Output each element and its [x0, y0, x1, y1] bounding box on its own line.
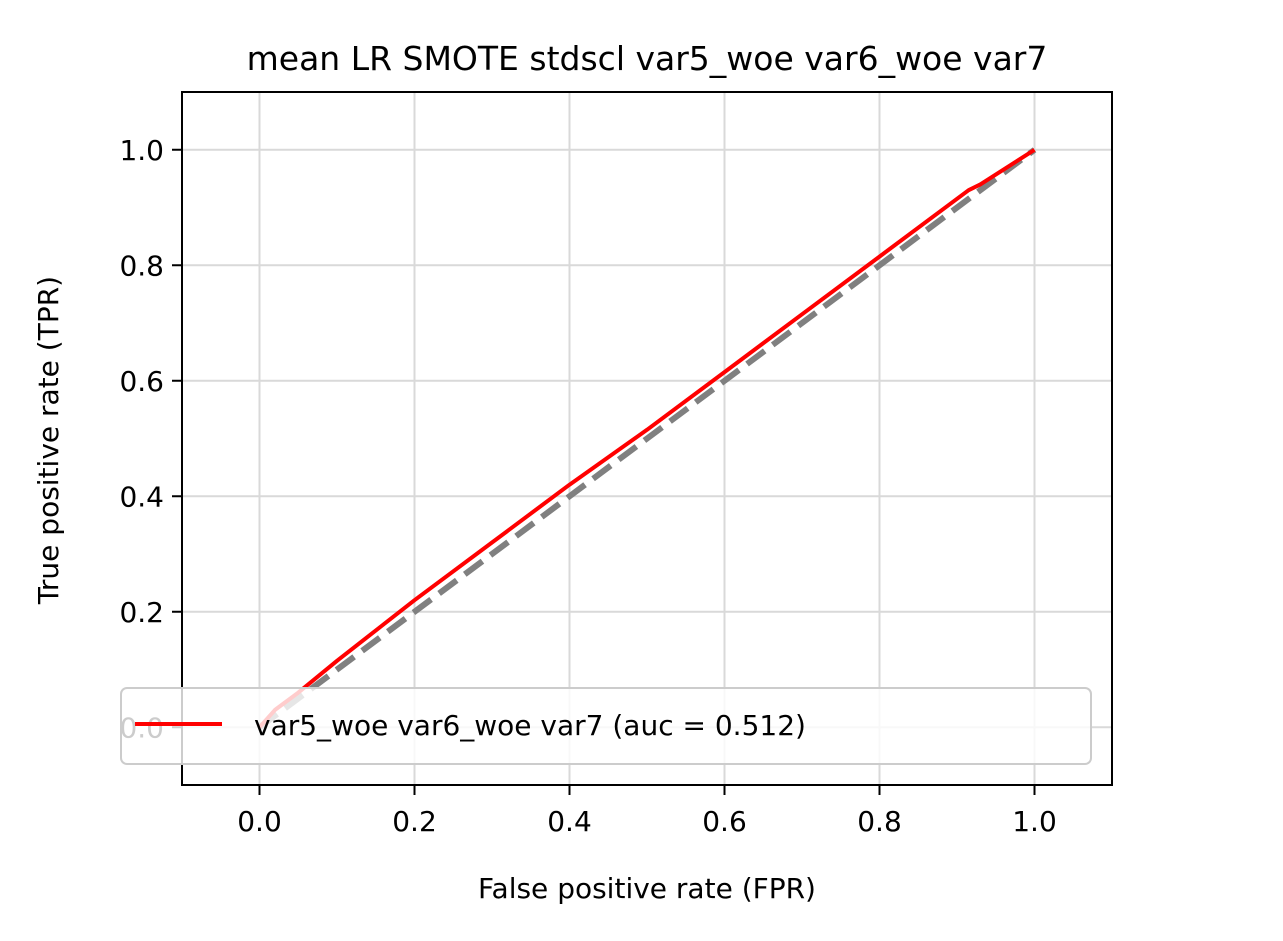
legend-box [120, 687, 1092, 765]
x-tick-label: 0.2 [392, 805, 437, 838]
y-axis-label: True positive rate (TPR) [32, 276, 65, 605]
y-tick-label: 0.2 [119, 596, 164, 629]
x-axis-label: False positive rate (FPR) [478, 872, 816, 905]
legend: var5_woe var6_woe var7 (auc = 0.512) [120, 687, 1092, 765]
y-tick-label: 0.4 [119, 480, 164, 513]
x-tick-label: 0.8 [857, 805, 902, 838]
x-tick-label: 0.6 [702, 805, 747, 838]
x-axis-ticks: 0.0 0.2 0.4 0.6 0.8 1.0 [237, 785, 1057, 838]
y-tick-label: 0.6 [119, 365, 164, 398]
chart-title: mean LR SMOTE stdscl var5_woe var6_woe v… [247, 39, 1048, 78]
y-tick-label: 0.8 [119, 249, 164, 282]
plot-frame [181, 91, 1113, 786]
chance-diagonal-line [257, 147, 1037, 730]
y-tick-label: 1.0 [119, 134, 164, 167]
x-tick-label: 0.4 [547, 805, 592, 838]
x-tick-label: 1.0 [1012, 805, 1057, 838]
legend-label: var5_woe var6_woe var7 (auc = 0.512) [254, 709, 806, 742]
x-tick-label: 0.0 [237, 805, 282, 838]
